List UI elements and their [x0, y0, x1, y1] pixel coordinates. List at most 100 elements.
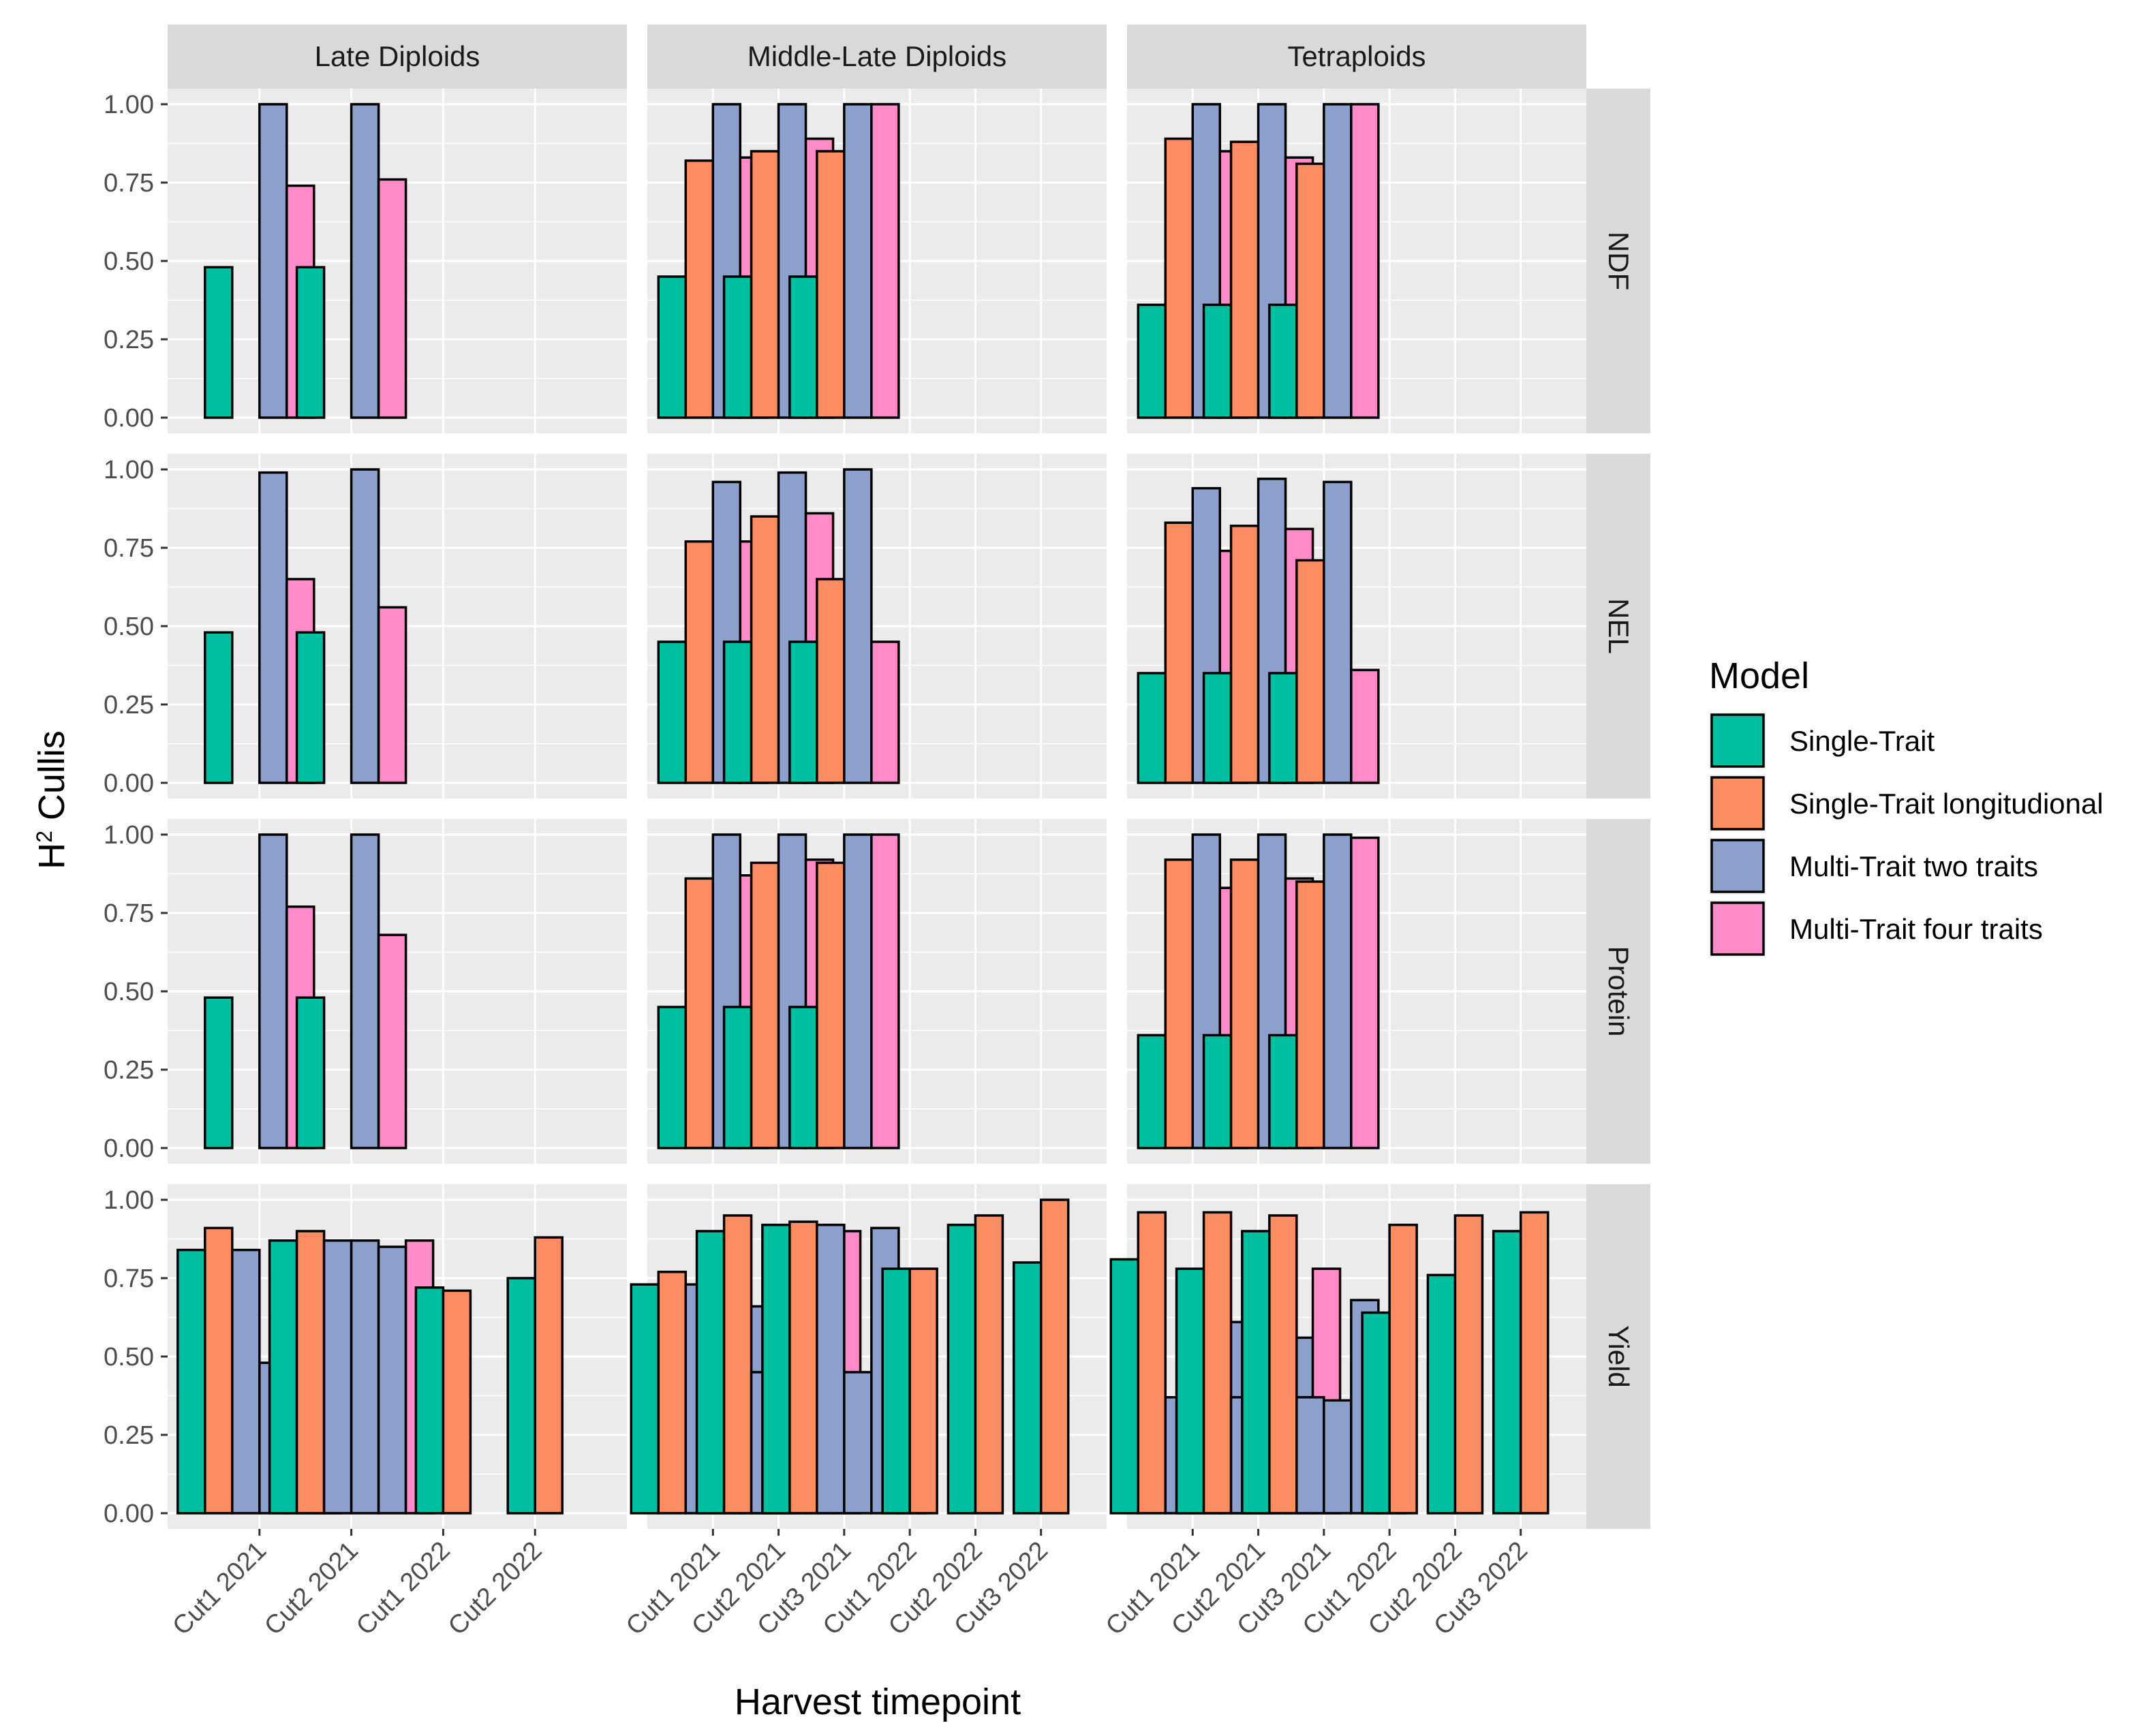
bar	[1295, 880, 1325, 1149]
bar	[722, 1006, 753, 1149]
bar	[1295, 559, 1325, 784]
bar	[1492, 1230, 1522, 1515]
bar	[684, 159, 715, 419]
bar	[350, 468, 380, 784]
row-strip-label: Protein	[1603, 946, 1635, 1036]
bar	[1229, 858, 1260, 1149]
bar	[1361, 1311, 1391, 1515]
facet-panel	[647, 819, 1107, 1164]
bar	[1519, 1211, 1550, 1515]
bar	[816, 861, 846, 1149]
y-tick-label: 0.75	[104, 1265, 154, 1293]
bar	[1164, 858, 1195, 1149]
y-tick-label: 0.00	[104, 1134, 154, 1163]
bar	[295, 996, 326, 1149]
strips-layer: Late Diploids Middle-Late Diploids Tetrapl…	[168, 25, 1650, 1529]
legend-label: Multi-Trait two traits	[1789, 850, 2038, 882]
row-strip: Yield	[1586, 1184, 1650, 1529]
y-tick-label: 0.75	[104, 899, 154, 928]
column-strip-label: Middle-Late Diploids	[748, 40, 1007, 72]
facet-panel	[168, 819, 627, 1164]
bar	[377, 1245, 407, 1515]
bar	[881, 1267, 911, 1515]
bar	[377, 178, 407, 419]
row-strip: NDF	[1586, 89, 1650, 433]
bar	[1295, 1396, 1325, 1515]
bar	[788, 640, 818, 784]
bar	[843, 833, 873, 1149]
bar	[1164, 521, 1195, 784]
bar	[1295, 162, 1325, 419]
x-tick-label: Cut2 2022	[443, 1536, 548, 1641]
bar	[908, 1267, 938, 1515]
bar	[657, 1271, 688, 1515]
bar	[788, 1006, 818, 1149]
y-tick-label: 0.50	[104, 247, 154, 276]
x-tick-label: Cut1 2021	[167, 1536, 272, 1641]
legend-entry: Single-Trait longitudional	[1709, 775, 2104, 832]
column-strip: Middle-Late Diploids	[647, 25, 1107, 89]
legend-swatch	[1710, 839, 1765, 893]
y-tick-label: 0.25	[104, 691, 154, 719]
bar	[377, 606, 407, 784]
bar	[1268, 1214, 1298, 1515]
bar	[1350, 836, 1380, 1149]
bar	[843, 103, 873, 419]
bar	[295, 1230, 326, 1515]
row-strip-bg	[1586, 89, 1650, 433]
bar	[657, 640, 688, 784]
bar	[350, 103, 380, 419]
bar	[231, 1248, 261, 1515]
row-strip-bg	[1586, 819, 1650, 1164]
facet-panel	[1127, 454, 1586, 799]
bar	[870, 833, 900, 1149]
column-strip-bg	[1127, 25, 1586, 89]
y-tick-label: 0.75	[104, 534, 154, 563]
row-strip: Protein	[1586, 819, 1650, 1164]
legend-entry: Multi-Trait four traits	[1709, 900, 2043, 957]
y-tick-label: 1.00	[104, 1186, 154, 1215]
facet-panel	[168, 1184, 627, 1529]
facet-panel	[1109, 1184, 1586, 1529]
legend-entry: Multi-Trait two traits	[1709, 837, 2038, 895]
bar	[870, 103, 900, 419]
bar	[684, 540, 715, 784]
bar	[1323, 833, 1353, 1149]
row-strip: NEL	[1586, 454, 1650, 799]
y-tick-label: 0.00	[104, 1500, 154, 1528]
bar	[1137, 303, 1167, 419]
bar	[816, 578, 846, 784]
bar	[722, 275, 753, 419]
bar	[1202, 1034, 1233, 1149]
facet-panel	[1127, 819, 1586, 1164]
bar	[761, 1224, 791, 1515]
y-tick-label: 0.00	[104, 769, 154, 798]
facet-panel	[647, 454, 1107, 799]
bar	[1241, 1230, 1271, 1515]
legend: Model Single-Trait Single-Trait longitudi…	[1709, 655, 2104, 957]
bar	[1137, 672, 1167, 784]
bar	[204, 631, 234, 784]
y-tick-label: 0.50	[104, 978, 154, 1006]
bar	[1268, 1034, 1298, 1149]
bar	[1323, 480, 1353, 784]
panels-layer	[168, 89, 1586, 1529]
x-axis-title: Harvest timepoint	[735, 1681, 1021, 1722]
bar	[442, 1289, 472, 1515]
bar	[695, 1230, 726, 1515]
row-strip-bg	[1586, 454, 1650, 799]
y-tick-label: 1.00	[104, 821, 154, 850]
legend-swatch	[1710, 713, 1765, 768]
bar	[843, 1371, 873, 1515]
y-tick-label: 0.50	[104, 613, 154, 641]
legend-swatch	[1710, 776, 1765, 831]
bar	[1137, 1034, 1167, 1149]
bar	[630, 1283, 660, 1515]
x-tick-label: Cut1 2022	[351, 1536, 456, 1641]
bar	[1268, 303, 1298, 419]
bar	[1137, 1211, 1167, 1515]
bar	[816, 150, 846, 419]
column-strip-label: Tetraploids	[1287, 40, 1426, 72]
legend-entries: Single-Trait Single-Trait longitudional Mu…	[1709, 712, 2104, 957]
